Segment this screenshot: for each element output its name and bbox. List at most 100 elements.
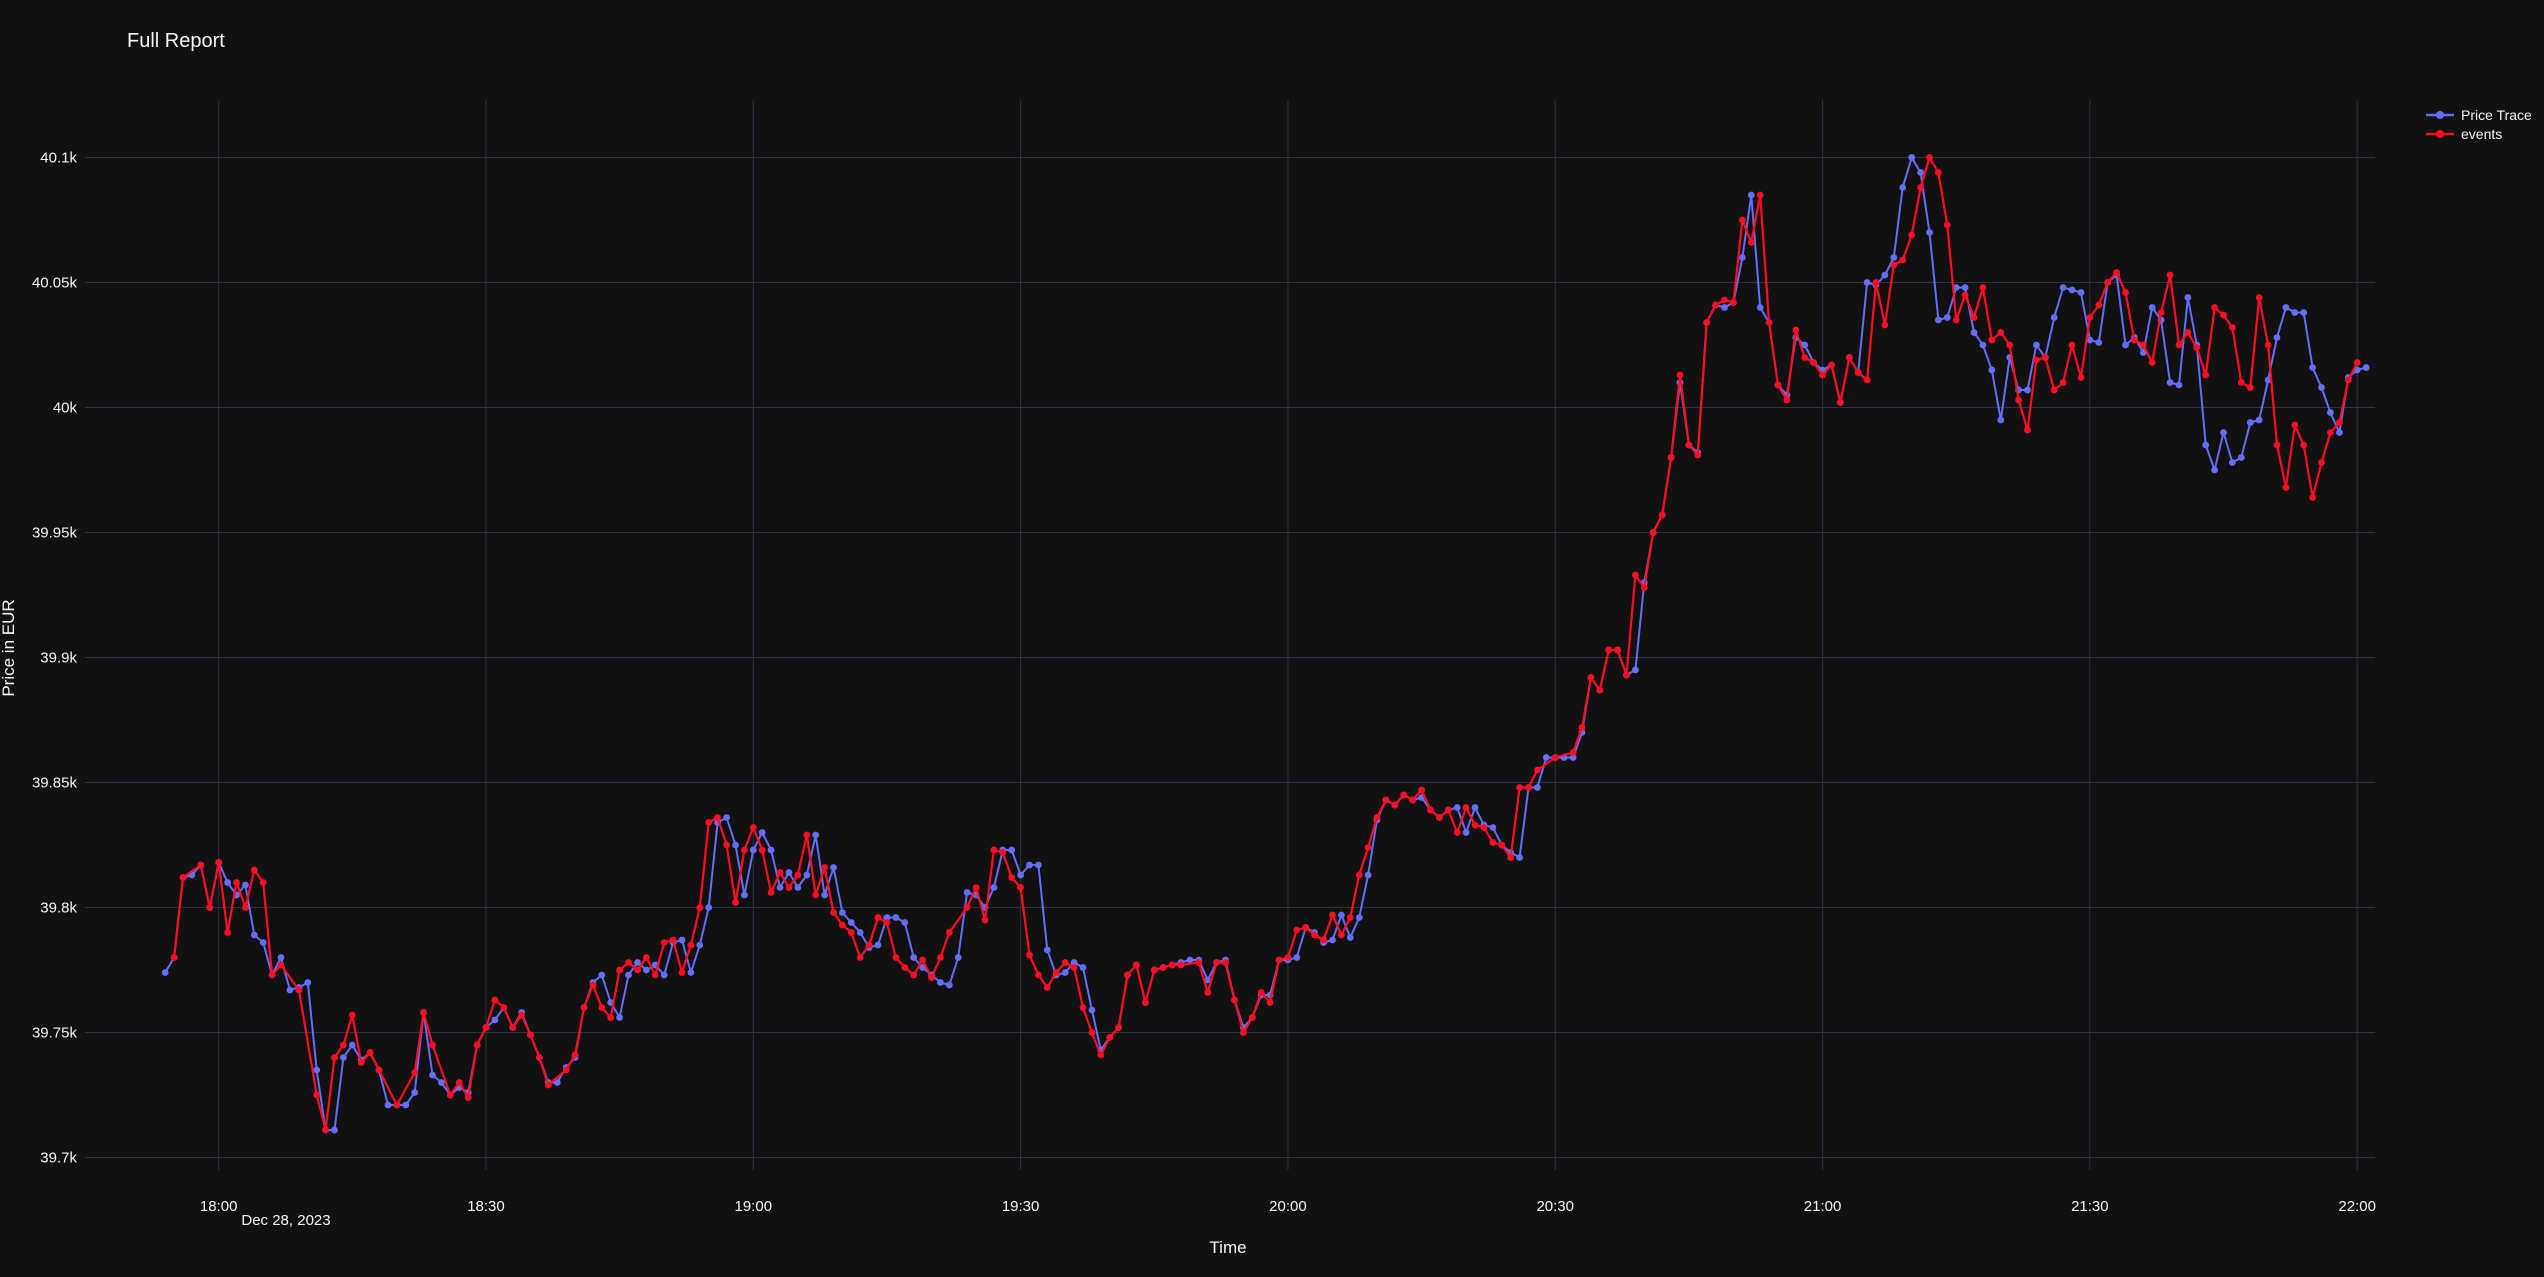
data-point — [544, 1081, 552, 1089]
data-point — [687, 969, 695, 976]
data-point — [1649, 529, 1657, 536]
data-point — [963, 889, 971, 896]
data-point — [1614, 646, 1621, 654]
data-point — [1400, 791, 1408, 799]
data-point — [1150, 966, 1158, 974]
data-point — [741, 891, 748, 899]
series-line — [173, 156, 2359, 1132]
data-point — [331, 1054, 338, 1061]
data-point — [945, 981, 953, 989]
data-point — [313, 1091, 321, 1099]
data-point — [767, 846, 775, 854]
data-point — [1534, 766, 1541, 774]
y-tick-label: 40.1k — [40, 150, 77, 167]
data-point — [536, 1054, 543, 1061]
data-point — [1943, 314, 1951, 321]
data-point — [874, 941, 882, 949]
data-point — [1035, 861, 1042, 869]
data-point — [598, 1004, 606, 1011]
data-point — [179, 874, 187, 881]
data-point — [233, 879, 240, 886]
data-point — [268, 971, 276, 979]
y-tick-label: 40k — [53, 400, 78, 417]
data-point — [1444, 806, 1452, 814]
data-point — [1516, 854, 1523, 861]
x-tick-label: 21:00 — [1804, 1198, 1842, 1215]
data-point — [2246, 384, 2254, 391]
data-point — [598, 971, 606, 979]
data-point — [945, 929, 953, 936]
data-point — [1534, 784, 1541, 791]
data-point — [1195, 959, 1203, 966]
data-point — [242, 904, 249, 911]
data-point — [366, 1049, 374, 1056]
data-point — [803, 831, 811, 839]
data-point — [1952, 284, 1960, 291]
data-point — [1373, 814, 1381, 821]
data-point — [1471, 804, 1479, 811]
data-point — [821, 864, 828, 871]
data-point — [2122, 341, 2129, 349]
data-point — [2237, 454, 2245, 461]
data-point — [491, 1016, 499, 1024]
data-point — [1747, 239, 1755, 246]
data-point — [429, 1041, 436, 1049]
data-point — [313, 1066, 321, 1074]
x-axis-date-label: Dec 28, 2023 — [241, 1212, 330, 1229]
data-point — [910, 954, 918, 961]
data-point — [1881, 271, 1889, 279]
data-point — [1507, 854, 1515, 861]
data-point — [473, 1041, 481, 1049]
data-point — [1213, 959, 1220, 966]
data-point — [1676, 371, 1684, 379]
data-point — [509, 1024, 517, 1031]
data-point — [1721, 304, 1728, 311]
legend-item-events[interactable]: events — [2426, 126, 2502, 142]
data-point — [1819, 371, 1826, 379]
data-point — [1828, 361, 1835, 369]
data-point — [2033, 356, 2040, 364]
data-point — [2095, 339, 2103, 346]
x-tick-label: 20:00 — [1269, 1198, 1307, 1215]
data-point — [2139, 349, 2147, 356]
data-point — [1739, 216, 1746, 224]
data-point — [2264, 341, 2272, 349]
data-point — [758, 846, 766, 854]
data-point — [2193, 344, 2201, 351]
data-point — [224, 879, 232, 886]
data-point — [678, 936, 686, 944]
data-point — [1355, 914, 1363, 921]
data-point — [286, 986, 294, 994]
data-point — [847, 919, 855, 926]
data-point — [1453, 804, 1461, 811]
data-point — [2327, 429, 2334, 436]
data-point — [2237, 379, 2245, 386]
y-tick-label: 39.75k — [32, 1025, 78, 1042]
x-tick-label: 19:30 — [1002, 1198, 1040, 1215]
data-point — [634, 959, 641, 966]
data-point — [794, 884, 802, 891]
data-point — [1338, 911, 1345, 919]
data-point — [500, 1004, 508, 1011]
data-point — [705, 819, 713, 826]
data-point — [1498, 841, 1506, 849]
y-tick-label: 39.9k — [40, 650, 77, 667]
data-point — [1935, 169, 1942, 176]
data-point — [1596, 686, 1604, 694]
data-point — [420, 1009, 427, 1016]
legend[interactable]: Price Trace events — [2426, 107, 2532, 142]
data-point — [963, 904, 971, 911]
data-point — [1168, 961, 1176, 969]
data-point — [1364, 844, 1372, 851]
data-point — [660, 939, 668, 946]
data-point — [1364, 871, 1372, 879]
data-point — [607, 1014, 615, 1021]
data-point — [776, 869, 784, 876]
data-point — [2255, 416, 2263, 424]
data-point — [2353, 359, 2361, 366]
data-point — [322, 1126, 329, 1134]
data-point — [669, 936, 677, 944]
data-point — [2273, 334, 2281, 341]
legend-item-price-trace[interactable]: Price Trace — [2426, 107, 2532, 123]
data-point — [2362, 364, 2370, 371]
